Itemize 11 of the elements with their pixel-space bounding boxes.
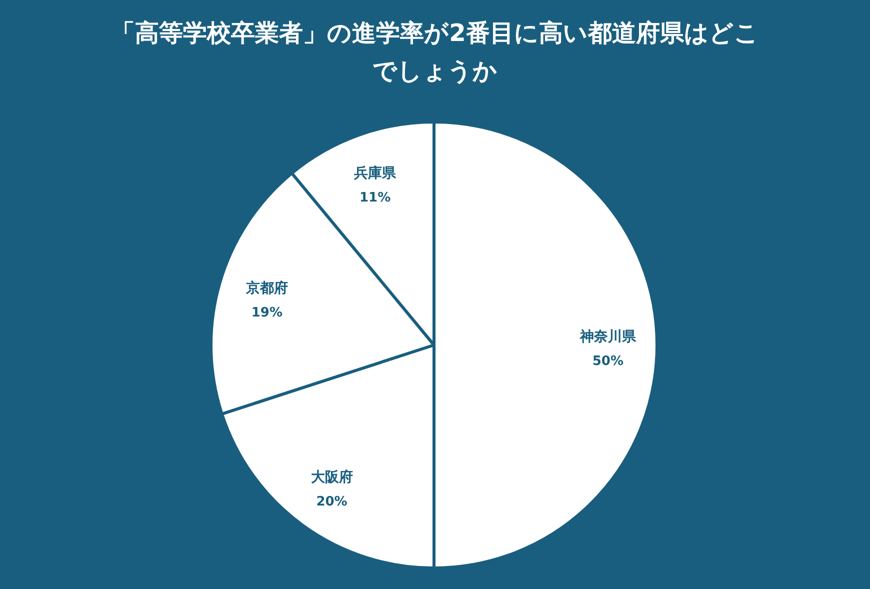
data-label: 20% (316, 494, 348, 510)
data-label: 19% (251, 305, 283, 320)
data-label: 50% (592, 354, 624, 369)
slice-label: 大阪府 (310, 468, 353, 486)
data-label: 11% (360, 190, 391, 206)
pie-slice (432, 120, 658, 570)
slice-label: 兵庫県 (353, 164, 398, 182)
slice-label: 神奈川県 (578, 328, 637, 345)
pie-slice (290, 120, 436, 346)
slice-label: 京都府 (244, 279, 288, 296)
chart-title: 「高等学校卒業者」の進学率が2番目に高い都道府県はどこでしょうか (110, 18, 760, 87)
